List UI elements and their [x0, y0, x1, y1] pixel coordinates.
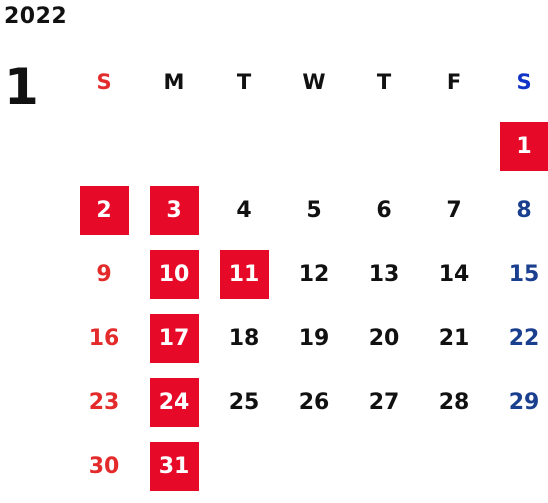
day-cell-16[interactable]: 16 — [69, 306, 139, 370]
day-cell-9[interactable]: 9 — [69, 242, 139, 306]
empty-cell — [279, 114, 349, 178]
empty-cell — [489, 434, 548, 498]
day-cell-18[interactable]: 18 — [209, 306, 279, 370]
day-cell-30[interactable]: 30 — [69, 434, 139, 498]
day-cell-22[interactable]: 22 — [489, 306, 548, 370]
day-number: 31 — [149, 441, 199, 491]
weekday-header-tue: T — [209, 50, 279, 114]
day-number: 13 — [368, 261, 400, 287]
day-cell-14[interactable]: 14 — [419, 242, 489, 306]
day-number: 29 — [508, 389, 540, 415]
empty-cell — [349, 434, 419, 498]
day-number: 7 — [446, 197, 462, 223]
weekday-label: F — [446, 70, 462, 94]
empty-cell — [139, 114, 209, 178]
day-number: 4 — [236, 197, 252, 223]
day-number: 26 — [298, 389, 330, 415]
day-number: 3 — [149, 185, 199, 235]
weekday-label: S — [516, 70, 532, 94]
weekday-label: W — [302, 70, 326, 94]
day-number: 15 — [508, 261, 540, 287]
day-cell-29[interactable]: 29 — [489, 370, 548, 434]
weekday-header-wed: W — [279, 50, 349, 114]
day-number: 20 — [368, 325, 400, 351]
day-number: 25 — [228, 389, 260, 415]
day-number: 14 — [438, 261, 470, 287]
day-cell-31[interactable]: 31 — [139, 434, 209, 498]
day-cell-13[interactable]: 13 — [349, 242, 419, 306]
day-number: 24 — [149, 377, 199, 427]
day-number: 12 — [298, 261, 330, 287]
day-number: 10 — [149, 249, 199, 299]
empty-cell — [419, 434, 489, 498]
day-cell-5[interactable]: 5 — [279, 178, 349, 242]
weekday-header-sat: S — [489, 50, 548, 114]
day-cell-4[interactable]: 4 — [209, 178, 279, 242]
day-number: 11 — [219, 249, 269, 299]
day-cell-15[interactable]: 15 — [489, 242, 548, 306]
day-cell-17[interactable]: 17 — [139, 306, 209, 370]
day-cell-1[interactable]: 1 — [489, 114, 548, 178]
weekday-header-mon: M — [139, 50, 209, 114]
year-label: 2022 — [4, 4, 68, 29]
empty-cell — [419, 114, 489, 178]
day-cell-6[interactable]: 6 — [349, 178, 419, 242]
empty-cell — [69, 114, 139, 178]
day-cell-11[interactable]: 11 — [209, 242, 279, 306]
day-cell-19[interactable]: 19 — [279, 306, 349, 370]
day-cell-2[interactable]: 2 — [69, 178, 139, 242]
empty-cell — [209, 114, 279, 178]
calendar-grid: S M T W T F S 1 2 3 4 5 6 7 8 9 10 11 12 13 14 15 16 17 18 19 20 21… — [69, 50, 548, 498]
day-number: 28 — [438, 389, 470, 415]
weekday-header-sun: S — [69, 50, 139, 114]
day-cell-7[interactable]: 7 — [419, 178, 489, 242]
day-number: 8 — [516, 197, 532, 223]
day-number: 6 — [376, 197, 392, 223]
day-number: 5 — [306, 197, 322, 223]
day-cell-28[interactable]: 28 — [419, 370, 489, 434]
empty-cell — [349, 114, 419, 178]
day-cell-10[interactable]: 10 — [139, 242, 209, 306]
day-number: 23 — [88, 389, 120, 415]
day-number: 18 — [228, 325, 260, 351]
weekday-label: T — [236, 70, 252, 94]
weekday-header-thu: T — [349, 50, 419, 114]
day-cell-25[interactable]: 25 — [209, 370, 279, 434]
empty-cell — [209, 434, 279, 498]
month-number: 1 — [4, 58, 39, 116]
day-number: 1 — [499, 121, 548, 171]
day-number: 30 — [88, 453, 120, 479]
day-cell-24[interactable]: 24 — [139, 370, 209, 434]
day-number: 9 — [96, 261, 112, 287]
day-cell-21[interactable]: 21 — [419, 306, 489, 370]
day-number: 16 — [88, 325, 120, 351]
day-number: 19 — [298, 325, 330, 351]
day-cell-3[interactable]: 3 — [139, 178, 209, 242]
weekday-label: T — [376, 70, 392, 94]
day-number: 21 — [438, 325, 470, 351]
day-cell-23[interactable]: 23 — [69, 370, 139, 434]
weekday-label: M — [163, 70, 185, 94]
empty-cell — [279, 434, 349, 498]
weekday-header-fri: F — [419, 50, 489, 114]
day-cell-12[interactable]: 12 — [279, 242, 349, 306]
day-cell-20[interactable]: 20 — [349, 306, 419, 370]
day-number: 27 — [368, 389, 400, 415]
day-number: 17 — [149, 313, 199, 363]
day-cell-27[interactable]: 27 — [349, 370, 419, 434]
weekday-label: S — [96, 70, 112, 94]
day-number: 22 — [508, 325, 540, 351]
day-cell-8[interactable]: 8 — [489, 178, 548, 242]
day-cell-26[interactable]: 26 — [279, 370, 349, 434]
day-number: 2 — [79, 185, 129, 235]
